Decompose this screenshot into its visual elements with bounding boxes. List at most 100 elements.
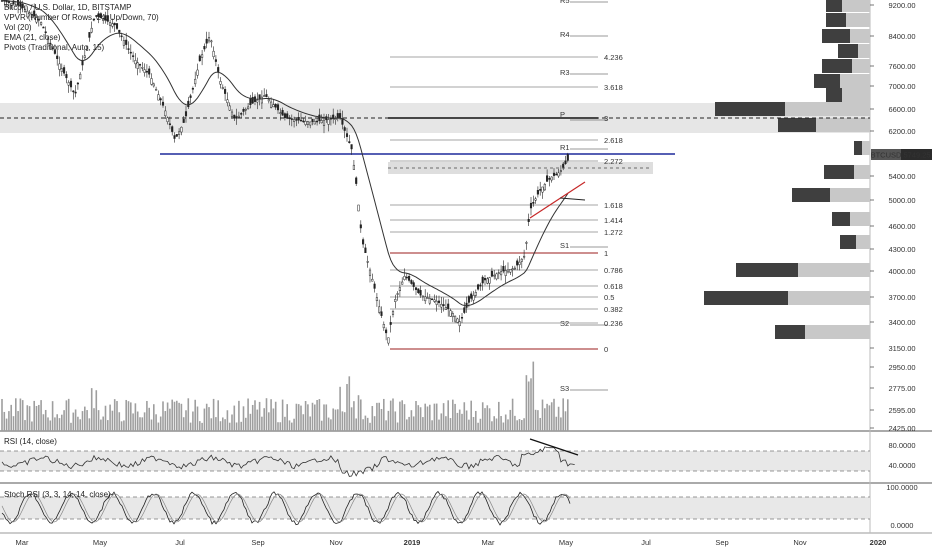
- volume-profile-bar: [778, 118, 816, 132]
- volume-bar: [498, 401, 500, 431]
- candle-body: [198, 55, 201, 62]
- volume-profile-bar: [842, 0, 870, 12]
- vpvr-legend[interactable]: VPVR (Number Of Rows, 24, Up/Down, 70): [4, 13, 159, 22]
- volume-bar: [251, 404, 254, 431]
- volume-bar: [314, 404, 316, 431]
- candle-body: [150, 78, 153, 85]
- candle-body: [408, 276, 411, 281]
- volume-bar: [228, 422, 231, 431]
- volume-bar: [102, 416, 104, 431]
- candle-body: [366, 261, 369, 263]
- volume-profile-bar: [854, 165, 870, 179]
- volume-bar: [309, 416, 311, 431]
- candle-body: [221, 87, 224, 90]
- price-axis-label: 9200.00: [888, 1, 915, 10]
- volume-bar: [564, 411, 567, 431]
- candle-body: [203, 46, 206, 50]
- volume-bar: [550, 402, 553, 431]
- volume-bar: [495, 418, 498, 431]
- candle-body: [520, 258, 523, 262]
- price-axis-label: 7000.00: [888, 82, 915, 91]
- rsi-legend[interactable]: RSI (14, close): [4, 437, 57, 446]
- volume-bar: [291, 422, 293, 431]
- pivot-label: P: [560, 110, 565, 119]
- candle-body: [152, 83, 155, 87]
- volume-bar: [422, 417, 424, 431]
- candle-body: [334, 118, 337, 120]
- price-axis-label: 6600.00: [888, 105, 915, 114]
- volume-bar: [396, 422, 399, 431]
- candle-body: [270, 101, 273, 108]
- candle-body: [155, 88, 158, 91]
- candle-body: [157, 94, 160, 101]
- volume-bar: [169, 408, 171, 431]
- volume-bar: [12, 416, 15, 431]
- volume-bar: [286, 404, 288, 431]
- volume-legend[interactable]: Vol (20): [4, 23, 32, 32]
- volume-bar: [49, 420, 52, 431]
- candle-body: [557, 172, 560, 177]
- volume-bar: [380, 408, 383, 431]
- candle-body: [191, 88, 194, 90]
- symbol-title[interactable]: Bitcoin / U.S. Dollar, 1D, BITSTAMP: [4, 3, 132, 12]
- volume-bar: [445, 416, 447, 431]
- stoch-rsi-legend[interactable]: Stoch RSI (3, 3, 14, 14, close): [4, 490, 111, 499]
- candle-body: [76, 82, 79, 85]
- candle-body: [316, 120, 319, 123]
- volume-bar: [320, 420, 323, 431]
- volume-bar: [456, 412, 459, 431]
- pivots-legend[interactable]: Pivots (Traditional, Auto, 15): [4, 43, 105, 52]
- candle-body: [125, 39, 128, 45]
- price-axis-label: 8400.00: [888, 32, 915, 41]
- volume-bar: [189, 422, 192, 431]
- volume-bar: [491, 421, 493, 431]
- fib-level-label: 3: [604, 114, 608, 123]
- fib-level-label: 1.272: [604, 228, 623, 237]
- volume-bar: [511, 398, 514, 431]
- candle-body: [51, 47, 54, 50]
- candle-body: [345, 133, 349, 137]
- volume-bar: [153, 404, 155, 431]
- candle-body: [97, 13, 100, 18]
- candle-body: [251, 96, 254, 104]
- candle-body: [74, 91, 77, 94]
- volume-profile-bar: [805, 325, 870, 339]
- candle-body: [49, 42, 52, 45]
- candle-body: [122, 40, 125, 46]
- candle-body: [72, 90, 75, 93]
- candle-body: [242, 108, 245, 112]
- volume-bar: [61, 414, 63, 431]
- volume-profile-bar: [842, 88, 870, 102]
- candle-body: [348, 141, 351, 144]
- volume-bar: [159, 416, 162, 431]
- pivot-label: R3: [560, 68, 570, 77]
- candle-body: [290, 118, 293, 120]
- volume-bar: [125, 399, 127, 431]
- candle-body: [65, 74, 68, 79]
- candle-body: [132, 55, 135, 57]
- candle-body: [493, 274, 496, 277]
- volume-bar: [93, 408, 95, 431]
- candle-body: [86, 46, 89, 51]
- time-axis-label: Jul: [175, 538, 185, 547]
- candle-body: [109, 22, 112, 26]
- candle-body: [440, 303, 443, 308]
- volume-bar: [256, 409, 259, 431]
- volume-bar: [15, 398, 17, 431]
- price-axis-label: 5000.00: [888, 196, 915, 205]
- candle-body: [479, 284, 482, 287]
- volume-bar: [516, 420, 518, 431]
- price-axis-label: 6200.00: [888, 127, 915, 136]
- volume-bar: [47, 417, 49, 431]
- candle-body: [546, 175, 549, 182]
- ema-legend[interactable]: EMA (21, close): [4, 33, 61, 42]
- volume-bar: [238, 400, 240, 431]
- volume-bar: [408, 416, 410, 431]
- volume-bar: [157, 422, 160, 431]
- volume-profile-bar: [830, 188, 870, 202]
- candle-body: [359, 224, 362, 229]
- time-axis-label: Nov: [329, 538, 343, 547]
- volume-bar: [366, 417, 369, 431]
